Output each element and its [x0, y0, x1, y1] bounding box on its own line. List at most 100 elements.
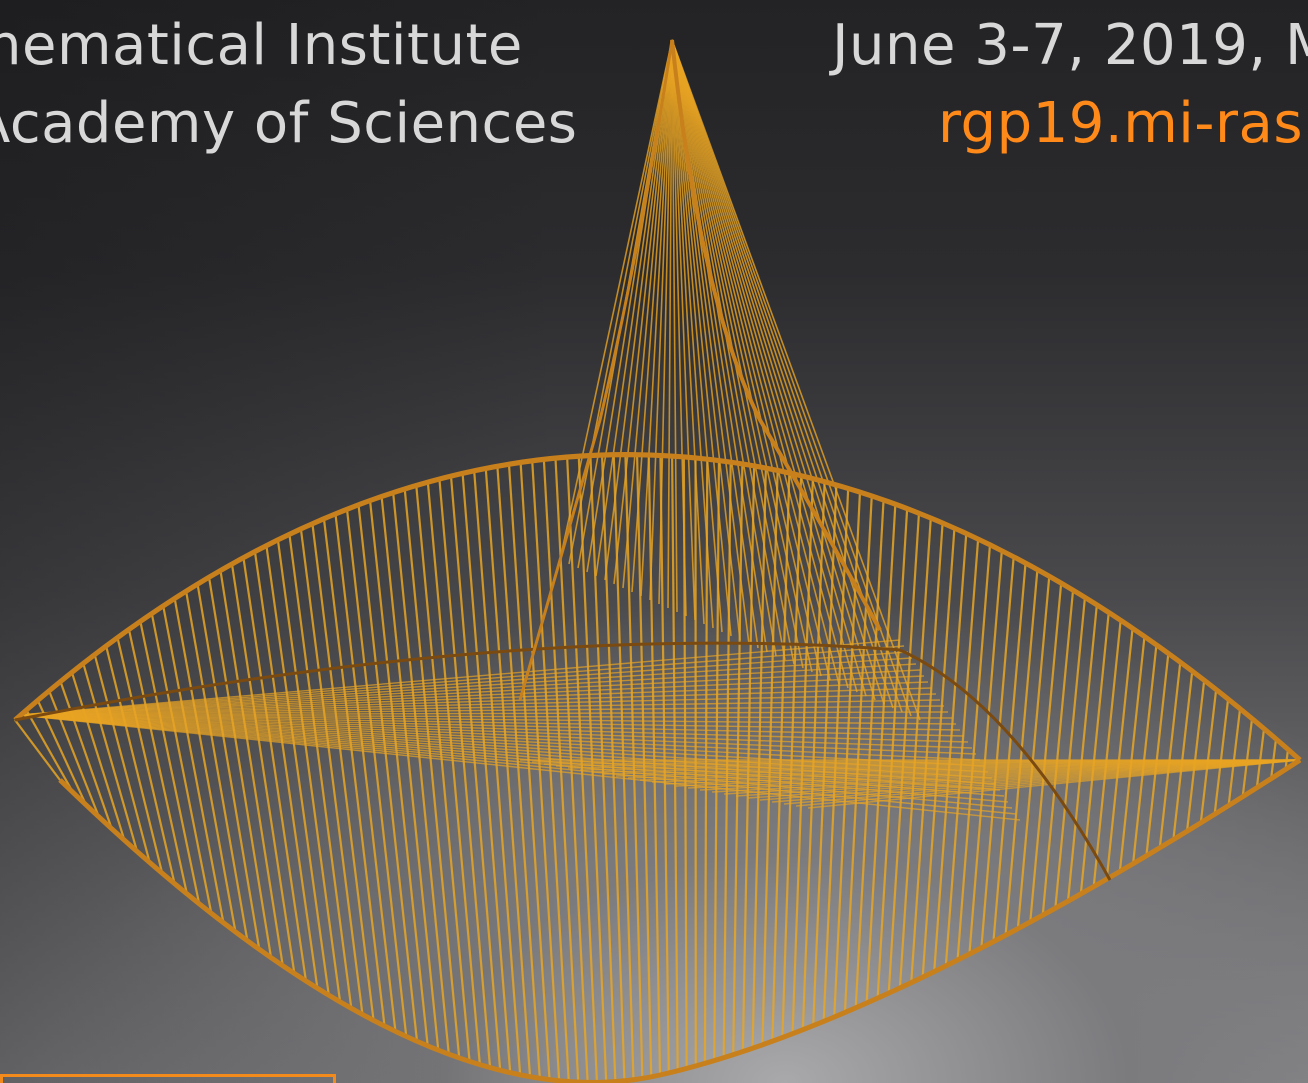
- sculpture-string: [19, 714, 1017, 815]
- sculpture-frame-rod: [670, 39, 882, 631]
- sculpture-string: [671, 39, 831, 681]
- sculpture-string: [59, 681, 113, 830]
- sculpture-string: [671, 39, 885, 705]
- sculpture-string: [671, 39, 732, 637]
- sculpture-string: [671, 39, 858, 693]
- sculpture-string: [19, 714, 981, 761]
- sculpture-string: [671, 39, 723, 633]
- sculpture-string: [1004, 569, 1039, 936]
- sculpture-string: [1092, 620, 1122, 887]
- sculpture-string: [242, 557, 308, 982]
- sculpture-string: [1054, 597, 1087, 909]
- sculpture-string: [1131, 644, 1158, 864]
- sculpture-string: [671, 39, 894, 709]
- sculpture-string: [82, 663, 139, 852]
- sculpture-string: [1105, 628, 1134, 880]
- sculpture-string: [19, 714, 1021, 821]
- sculpture-string: [357, 504, 419, 1042]
- sculpture-string: [19, 714, 985, 767]
- sculpture-string: [299, 528, 364, 1015]
- sculpture-string: [801, 481, 826, 1030]
- sculpture-string: [671, 39, 912, 717]
- sculpture-string: [19, 699, 941, 716]
- sculpture-string: [288, 534, 353, 1009]
- sculpture-string: [276, 539, 342, 1003]
- sculpture-string: [658, 39, 673, 605]
- sculpture-string: [1241, 718, 1254, 797]
- sculpture-string: [219, 570, 284, 966]
- sculpture-string: [1213, 698, 1230, 815]
- sculpture-string: [671, 39, 876, 701]
- sculpture-string: [265, 545, 330, 996]
- sculpture-string: [671, 39, 804, 669]
- sculpture-string: [19, 693, 937, 716]
- sculpture-string: [496, 466, 541, 1079]
- sculpture-string: [671, 39, 786, 661]
- sculpture-string: [640, 39, 673, 597]
- institute-name-line-2: Academy of Sciences: [0, 91, 578, 156]
- sculpture-string: [25, 709, 75, 794]
- sculpture-string: [334, 513, 397, 1032]
- sculpture-string: [403, 488, 461, 1059]
- sculpture-string: [105, 645, 164, 874]
- website-link[interactable]: rgp19.mi-ras.r: [938, 91, 1308, 156]
- sculpture-string: [461, 473, 512, 1073]
- sculpture-string: [19, 714, 961, 731]
- conference-dates: June 3-7, 2019, M: [832, 13, 1308, 78]
- sculpture-string: [671, 39, 768, 653]
- sculpture-string: [438, 478, 492, 1068]
- sculpture-string: [622, 39, 673, 589]
- sculpture-string: [230, 563, 296, 974]
- sculpture-string: [771, 472, 791, 1042]
- sculpture-string: [207, 577, 273, 958]
- sculpture-strings: [14, 39, 1301, 1083]
- sculpture-string: [671, 39, 921, 721]
- sculpture-string: [671, 39, 696, 621]
- sculpture-string: [70, 672, 126, 841]
- sculpture-string: [956, 544, 992, 961]
- sculpture-string: [19, 714, 957, 725]
- sculpture-string: [368, 500, 429, 1046]
- sculpture-string: [162, 605, 225, 924]
- sculpture-string: [19, 714, 977, 755]
- sculpture-string: [449, 475, 502, 1071]
- sculpture-string: [781, 475, 803, 1038]
- sculpture-string: [671, 39, 813, 673]
- sculpture-string: [812, 484, 838, 1026]
- sculpture-string: [322, 518, 386, 1027]
- sculpture-string: [542, 459, 580, 1083]
- bottom-orange-tab[interactable]: [0, 1074, 336, 1083]
- sculpture-string: [671, 39, 849, 689]
- sculpture-string: [1158, 662, 1182, 848]
- sculpture-string: [253, 551, 319, 989]
- sculpture-string: [1172, 670, 1194, 840]
- sculpture-string: [671, 39, 840, 685]
- sculpture-string: [1029, 583, 1063, 923]
- sculpture-string: [19, 687, 933, 716]
- sculpture-string: [1079, 612, 1110, 895]
- sculpture-string: [559, 39, 673, 561]
- sculpture-string: [415, 485, 471, 1062]
- sculpture-string: [1227, 708, 1242, 806]
- sculpture-string: [311, 523, 375, 1021]
- sculpture-string: [1199, 689, 1218, 823]
- sculpture-string: [93, 654, 151, 863]
- sculpture-string: [671, 39, 687, 617]
- sculpture-string: [833, 492, 862, 1018]
- sculpture-string: [671, 39, 714, 629]
- sculpture-string: [667, 39, 673, 609]
- sculpture-string: [19, 681, 929, 716]
- sculpture-string: [196, 583, 261, 950]
- sculpture-string: [671, 39, 705, 625]
- sculpture-string: [944, 538, 980, 966]
- sculpture-string: [1145, 653, 1170, 856]
- sculpture-string: [116, 637, 176, 884]
- sculpture-string: [910, 522, 944, 983]
- sculpture-string: [1066, 604, 1098, 902]
- sculpture-string: [426, 482, 481, 1065]
- sculpture-string: [854, 499, 885, 1008]
- sculpture-string: [19, 645, 905, 716]
- sculpture-string: [19, 711, 949, 716]
- sculpture-string: [876, 508, 909, 999]
- sculpture-string: [519, 462, 561, 1081]
